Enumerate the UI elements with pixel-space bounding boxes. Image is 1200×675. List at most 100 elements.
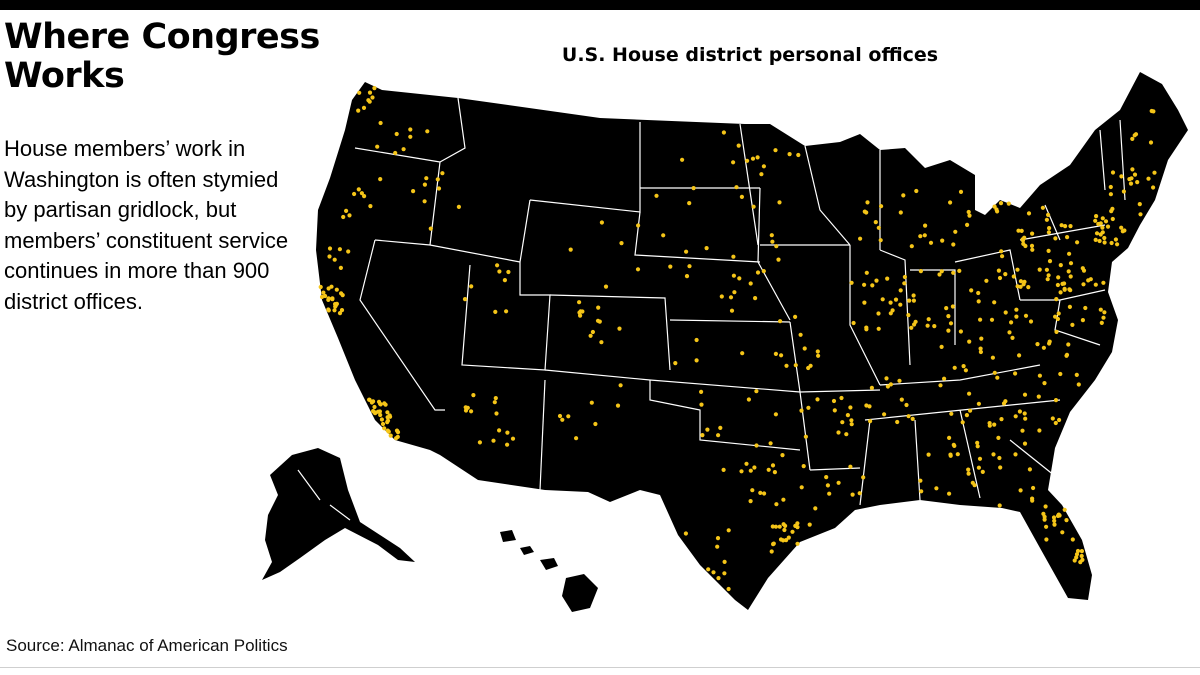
office-dot <box>897 378 902 383</box>
office-dot <box>593 421 598 427</box>
office-dot <box>968 408 973 413</box>
office-dot <box>502 278 507 283</box>
office-dot <box>1068 274 1073 279</box>
office-dot <box>911 298 917 303</box>
office-dot <box>1011 274 1016 279</box>
office-dot <box>1121 189 1126 194</box>
office-dot <box>368 204 373 209</box>
office-dot <box>376 409 381 414</box>
office-dot <box>947 491 952 496</box>
office-dot <box>947 435 952 440</box>
office-dot <box>898 302 903 307</box>
office-dot <box>909 244 914 249</box>
office-dot <box>919 489 924 494</box>
office-dot <box>868 419 873 424</box>
office-dot <box>465 405 470 410</box>
office-dot <box>726 528 731 533</box>
office-dot <box>996 435 1001 440</box>
office-dot <box>957 268 962 273</box>
office-dot <box>471 393 476 398</box>
office-dot <box>795 521 800 526</box>
state-border-line <box>1054 299 1101 346</box>
office-dot <box>339 291 344 296</box>
office-dot <box>782 527 787 533</box>
office-dot <box>1037 428 1042 433</box>
office-dot <box>491 438 496 443</box>
office-dot <box>1099 320 1104 325</box>
office-dot <box>577 300 582 305</box>
office-dot <box>428 226 433 231</box>
office-dot <box>1036 394 1041 399</box>
office-dot <box>566 414 571 419</box>
state-border-line <box>374 239 521 263</box>
office-dot <box>731 273 737 278</box>
office-dot <box>436 186 442 191</box>
office-dot <box>1013 371 1018 376</box>
office-dot <box>963 368 969 373</box>
office-dot <box>1100 216 1105 221</box>
state-border-line <box>297 469 321 501</box>
office-dot <box>992 422 997 427</box>
office-dot <box>857 491 862 496</box>
office-dot <box>781 522 786 527</box>
office-dot <box>728 295 734 300</box>
office-dot <box>337 311 343 316</box>
alaska-shape <box>262 448 415 580</box>
office-dot <box>694 358 699 363</box>
office-dot <box>367 397 372 402</box>
office-dot <box>1014 314 1019 319</box>
office-dot <box>1067 304 1072 309</box>
office-dot <box>1053 236 1058 241</box>
office-dot <box>1030 231 1035 236</box>
office-dot <box>1063 224 1068 229</box>
office-dot <box>440 171 445 176</box>
office-dot <box>408 127 413 132</box>
office-dot <box>1007 330 1012 335</box>
office-dot <box>386 429 391 434</box>
office-dot <box>1068 261 1074 266</box>
office-dot <box>851 320 856 326</box>
office-dot <box>1068 224 1073 229</box>
state-border-line <box>879 249 911 366</box>
office-dot <box>904 402 909 408</box>
office-dot <box>761 269 766 274</box>
office-dot <box>762 491 767 496</box>
office-dot <box>1031 485 1036 491</box>
office-dot <box>1040 205 1045 210</box>
office-dot <box>1113 237 1118 242</box>
office-dot <box>777 200 782 205</box>
office-dot <box>976 465 982 470</box>
office-dot <box>1009 320 1014 325</box>
office-dot <box>319 294 325 300</box>
office-dot <box>1081 282 1086 287</box>
office-dot <box>1046 248 1051 253</box>
office-dot <box>1097 238 1102 244</box>
office-dot <box>371 399 376 404</box>
office-dot <box>879 204 884 209</box>
top-rule <box>0 0 1200 10</box>
office-dot <box>1067 251 1072 256</box>
office-dot <box>755 270 761 275</box>
office-dot <box>456 204 461 209</box>
office-dot <box>961 364 966 369</box>
state-border-line <box>959 409 981 499</box>
state-border-line <box>799 389 881 393</box>
office-dot <box>1026 211 1032 216</box>
office-dot <box>619 241 624 246</box>
office-dot <box>731 254 736 259</box>
office-dot <box>997 503 1002 508</box>
office-dot <box>718 425 723 430</box>
office-dot <box>578 313 583 318</box>
office-dot <box>705 427 710 432</box>
office-dot <box>1074 552 1080 557</box>
office-dot <box>1030 498 1035 503</box>
office-dot <box>946 328 951 333</box>
office-dot <box>937 272 942 277</box>
office-dot <box>1062 286 1067 291</box>
office-dot <box>978 349 984 355</box>
office-dot <box>691 186 696 191</box>
office-dot <box>687 201 692 206</box>
office-dot <box>912 322 917 327</box>
office-dot <box>978 346 983 351</box>
office-dot <box>950 304 956 309</box>
